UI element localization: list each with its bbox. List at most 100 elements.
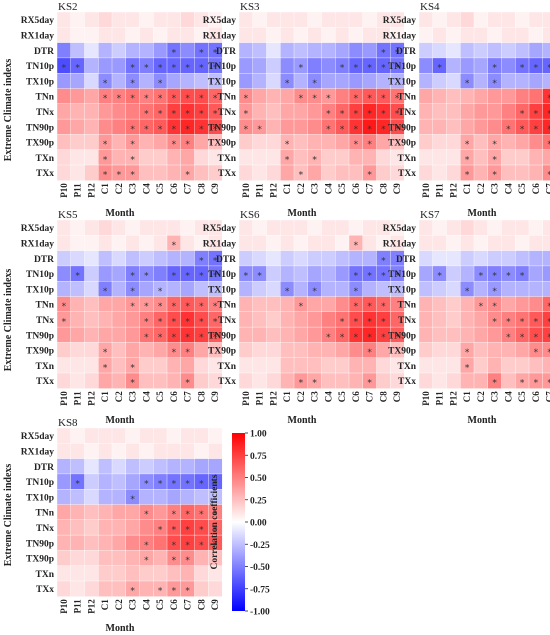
heatmap-cell [501,72,516,89]
heatmap-cell [515,42,530,59]
heatmap-cell [208,458,223,475]
heatmap-cell [307,311,323,328]
y-tick-label: RX1day [383,31,417,41]
heatmap-cell [238,11,254,28]
heatmap-cell [418,311,434,328]
heatmap-cell [125,326,141,343]
heatmap-cell [501,57,516,74]
significance-star: * [285,287,290,297]
significance-star: * [213,525,218,535]
heatmap-cell [446,250,461,267]
heatmap-cell [153,265,168,282]
heatmap-cell [446,219,461,236]
heatmap-cell [446,72,461,89]
significance-star: * [213,109,218,119]
heatmap-cell [501,235,516,252]
significance-star: * [130,64,135,74]
x-tick-label: C3 [310,183,320,194]
heatmap-cell [460,118,475,135]
heatmap-cell [56,357,72,374]
heatmap-cell [321,42,336,59]
heatmap-cell [432,372,448,389]
heatmap-cell [515,250,530,267]
significance-star: * [492,64,497,74]
heatmap-cell [111,311,127,328]
heatmap-cell [180,458,196,475]
heatmap-cell [98,265,113,282]
significance-star: * [199,48,204,58]
heatmap-cell [194,427,209,444]
significance-star: * [534,64,539,74]
heatmap-cell [98,219,113,236]
heatmap-cell [153,443,168,460]
significance-star: * [257,125,262,135]
significance-star: * [326,125,331,135]
heatmap-cell [432,134,448,151]
heatmap-cell [293,311,309,328]
heatmap-cell [501,103,516,120]
significance-star: * [172,48,177,58]
heatmap-cell [153,427,168,444]
heatmap-cell [280,326,295,343]
heatmap-cell [460,326,475,343]
heatmap-cell [252,88,268,105]
heatmap-cell [528,357,544,374]
significance-star: * [534,125,539,135]
heatmap-cell [56,534,72,551]
significance-star: * [130,287,135,297]
heatmap-cell [487,250,503,267]
heatmap-cell [98,580,113,597]
heatmap-cell [252,27,268,44]
x-tick-label: C1 [282,391,292,402]
heatmap-cell [473,88,489,105]
significance-star: * [340,64,345,74]
significance-star: * [534,348,539,358]
x-tick-label: P11 [435,183,445,198]
heatmap-cell [307,219,323,236]
significance-star: * [244,125,249,135]
significance-star: * [492,155,497,165]
heatmap-cell [335,88,350,105]
heatmap-cell [487,342,503,359]
heatmap-cell [266,27,281,44]
heatmap-cell [56,580,72,597]
heatmap-cell [56,164,72,181]
significance-star: * [520,109,525,119]
heatmap-cell [432,357,448,374]
heatmap-cell [432,296,448,313]
significance-star: * [367,109,372,119]
heatmap-cell [56,42,72,59]
heatmap-cell [139,458,154,475]
y-tick-label: TNn [218,93,237,103]
significance-star: * [354,241,359,251]
colorbar-tick-label: 1.00 [250,430,267,440]
heatmap-cell [473,149,489,166]
heatmap-cell [180,250,196,267]
heatmap-cell [473,118,489,135]
heatmap-cell [432,88,448,105]
significance-star: * [381,272,386,282]
heatmap-cell [446,326,461,343]
heatmap-cell [460,372,475,389]
heatmap-cell [166,427,182,444]
heatmap-cell [501,149,516,166]
heatmap-cell [432,42,448,59]
heatmap-cell [252,357,268,374]
panel-title-ks3: KS3 [240,1,260,13]
heatmap-cell [125,565,141,582]
heatmap-cell [166,72,182,89]
heatmap-cell [70,281,86,298]
heatmap-cell [139,519,154,536]
heatmap-cell [376,372,391,389]
heatmap-cell [501,11,516,28]
heatmap-cell [194,458,209,475]
significance-star: * [75,64,80,74]
y-tick-label: TXx [36,377,54,387]
heatmap-cell [266,164,281,181]
heatmap-cell [487,11,503,28]
heatmap-cell [473,250,489,267]
x-tick-label: C4 [141,599,151,610]
heatmap-cell [180,357,196,374]
heatmap-cell [280,296,295,313]
significance-star: * [158,94,163,104]
